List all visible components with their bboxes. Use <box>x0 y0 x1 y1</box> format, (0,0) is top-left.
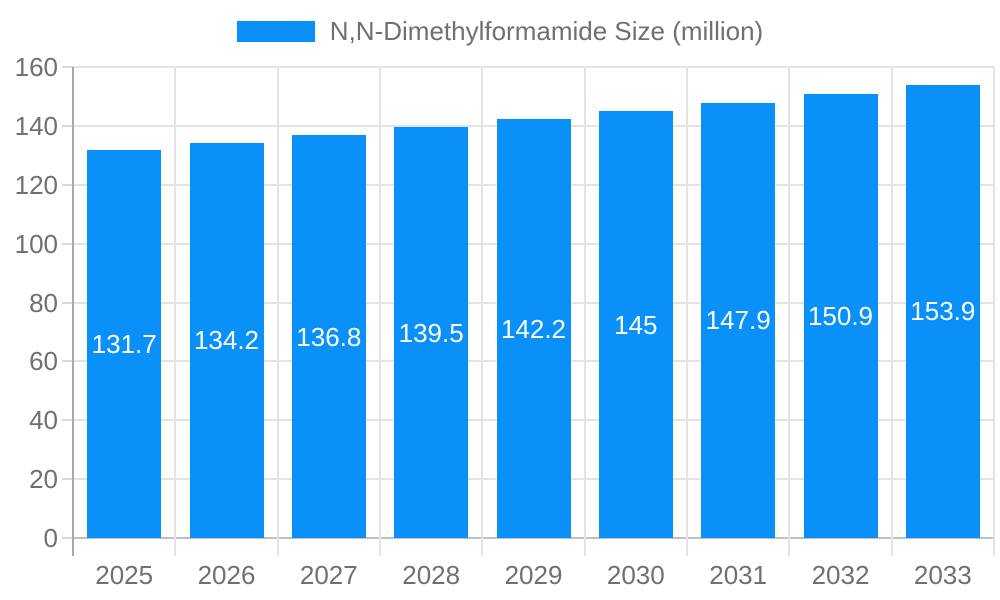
bar[interactable] <box>598 111 673 538</box>
x-axis-label: 2033 <box>913 560 972 590</box>
y-axis-label: 80 <box>29 287 58 318</box>
x-axis-label: 2027 <box>299 560 358 590</box>
x-axis-label: 2031 <box>709 560 768 590</box>
v-gridline <box>174 67 177 556</box>
y-axis-label: 40 <box>29 405 58 436</box>
x-axis-label: 2029 <box>504 560 563 590</box>
x-axis-label: 2032 <box>811 560 870 590</box>
y-axis-label: 20 <box>29 464 58 495</box>
y-axis-tick <box>62 360 73 363</box>
legend-item[interactable]: N,N-Dimethylformamide Size (million) <box>0 14 1000 48</box>
y-axis-label: 160 <box>14 52 58 82</box>
bar[interactable] <box>394 127 469 538</box>
y-axis-tick <box>62 242 73 245</box>
y-axis-label: 140 <box>14 110 58 141</box>
v-gridline <box>788 67 791 556</box>
x-axis-label: 2030 <box>606 560 665 590</box>
y-axis-label: 60 <box>29 346 58 377</box>
y-axis-tick <box>62 537 73 539</box>
v-gridline <box>379 67 381 556</box>
bar[interactable] <box>291 135 366 538</box>
bar[interactable] <box>803 93 878 538</box>
x-axis-baseline <box>73 537 994 539</box>
y-axis-label: 0 <box>43 523 58 553</box>
v-gridline <box>276 67 279 556</box>
y-axis-line <box>72 67 74 556</box>
x-axis-label: 2028 <box>402 560 461 590</box>
bar[interactable] <box>189 142 264 538</box>
y-axis-tick <box>62 124 73 127</box>
y-gridline <box>73 66 994 68</box>
v-gridline <box>583 67 586 556</box>
y-axis-label: 120 <box>14 169 58 200</box>
y-axis-tick <box>62 66 73 68</box>
y-axis-tick <box>62 183 73 186</box>
bar[interactable] <box>87 150 162 538</box>
v-gridline <box>686 67 688 556</box>
y-axis-tick <box>62 301 73 304</box>
y-axis-tick <box>62 419 73 422</box>
legend-label: N,N-Dimethylformamide Size (million) <box>329 16 764 46</box>
v-gridline <box>481 67 484 556</box>
bar[interactable] <box>701 102 776 538</box>
y-axis-label: 100 <box>14 228 58 259</box>
x-axis-label: 2025 <box>95 560 154 590</box>
bar[interactable] <box>905 84 980 538</box>
bar[interactable] <box>496 119 571 538</box>
v-gridline <box>890 67 893 556</box>
legend-swatch <box>236 20 315 42</box>
x-axis-label: 2026 <box>197 560 256 590</box>
y-axis-tick <box>62 478 73 481</box>
v-gridline <box>993 67 995 556</box>
